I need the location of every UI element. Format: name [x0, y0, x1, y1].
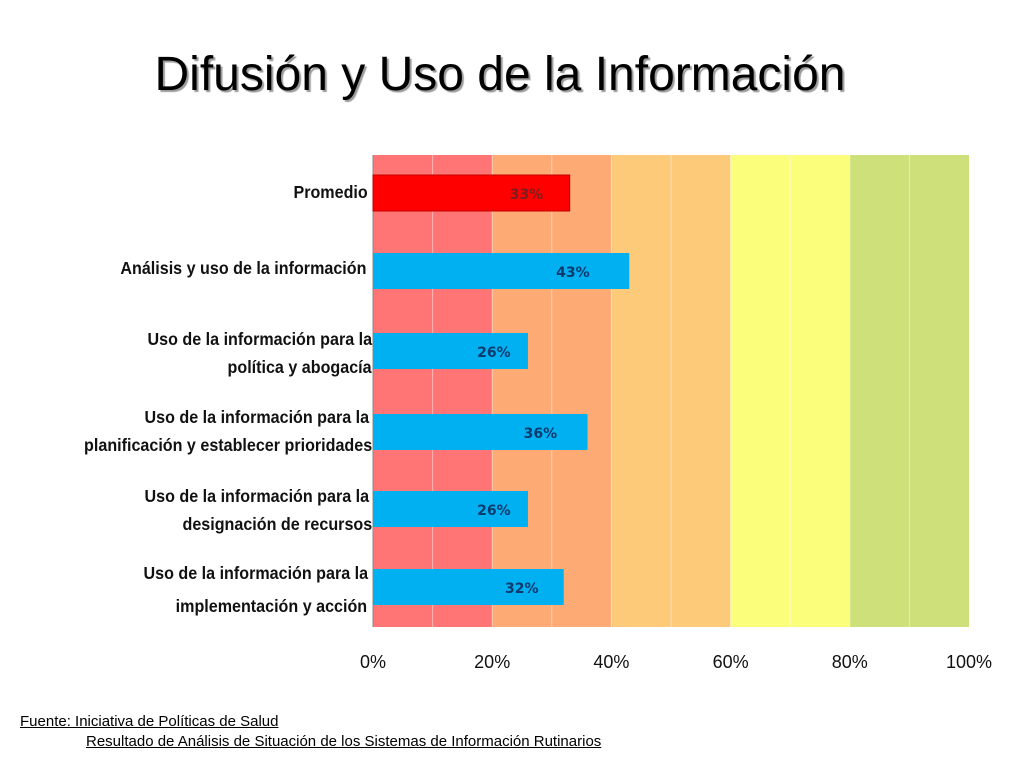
bar-label-2: 26% — [477, 345, 511, 361]
x-tick-label-1: 20% — [474, 652, 510, 672]
bar-label-1: 43% — [556, 265, 590, 281]
source-line-2: Resultado de Análisis de Situación de lo… — [86, 733, 602, 750]
band-3 — [730, 155, 850, 627]
band-2 — [611, 155, 731, 627]
category-label-5-line-2: implementación y acción — [175, 596, 367, 616]
bar-label-5: 32% — [505, 581, 539, 597]
x-tick-label-3: 60% — [713, 652, 749, 672]
category-label-0: Promedio — [293, 182, 368, 202]
bar-5 — [373, 569, 564, 605]
chart-title: Difusión y Uso de la Información — [154, 48, 846, 101]
category-label-4-line-1: Uso de la información para la — [144, 486, 369, 506]
bar-2 — [373, 333, 528, 369]
category-label-2-line-1: Uso de la información para la — [147, 329, 372, 349]
x-tick-label-4: 80% — [832, 652, 868, 672]
bar-3 — [373, 414, 588, 450]
category-label-5-line-1: Uso de la información para la — [143, 563, 368, 583]
source-line-1: Fuente: Iniciativa de Políticas de Salud — [20, 713, 279, 730]
bar-4 — [373, 491, 528, 527]
band-1 — [492, 155, 612, 627]
bar-label-4: 26% — [477, 503, 511, 519]
source-note: Fuente: Iniciativa de Políticas de Salud… — [20, 712, 601, 752]
category-label-2-line-2: política y abogacía — [227, 357, 372, 377]
x-tick-label-0: 0% — [360, 652, 386, 672]
category-label-4-line-2: designación de recursos — [182, 514, 372, 534]
category-label-3-line-1: Uso de la información para la — [144, 407, 369, 427]
x-tick-label-2: 40% — [593, 652, 629, 672]
band-0 — [373, 155, 493, 627]
bar-1 — [373, 253, 630, 289]
bar-0 — [372, 174, 571, 212]
bar-label-0: 33% — [510, 187, 544, 203]
bar-label-3: 36% — [524, 426, 558, 442]
category-label-1: Análisis y uso de la información — [119, 258, 366, 278]
category-label-3-line-2: planificación y establecer prioridades — [83, 435, 372, 455]
x-tick-label-5: 100% — [946, 652, 992, 672]
band-4 — [849, 155, 969, 627]
